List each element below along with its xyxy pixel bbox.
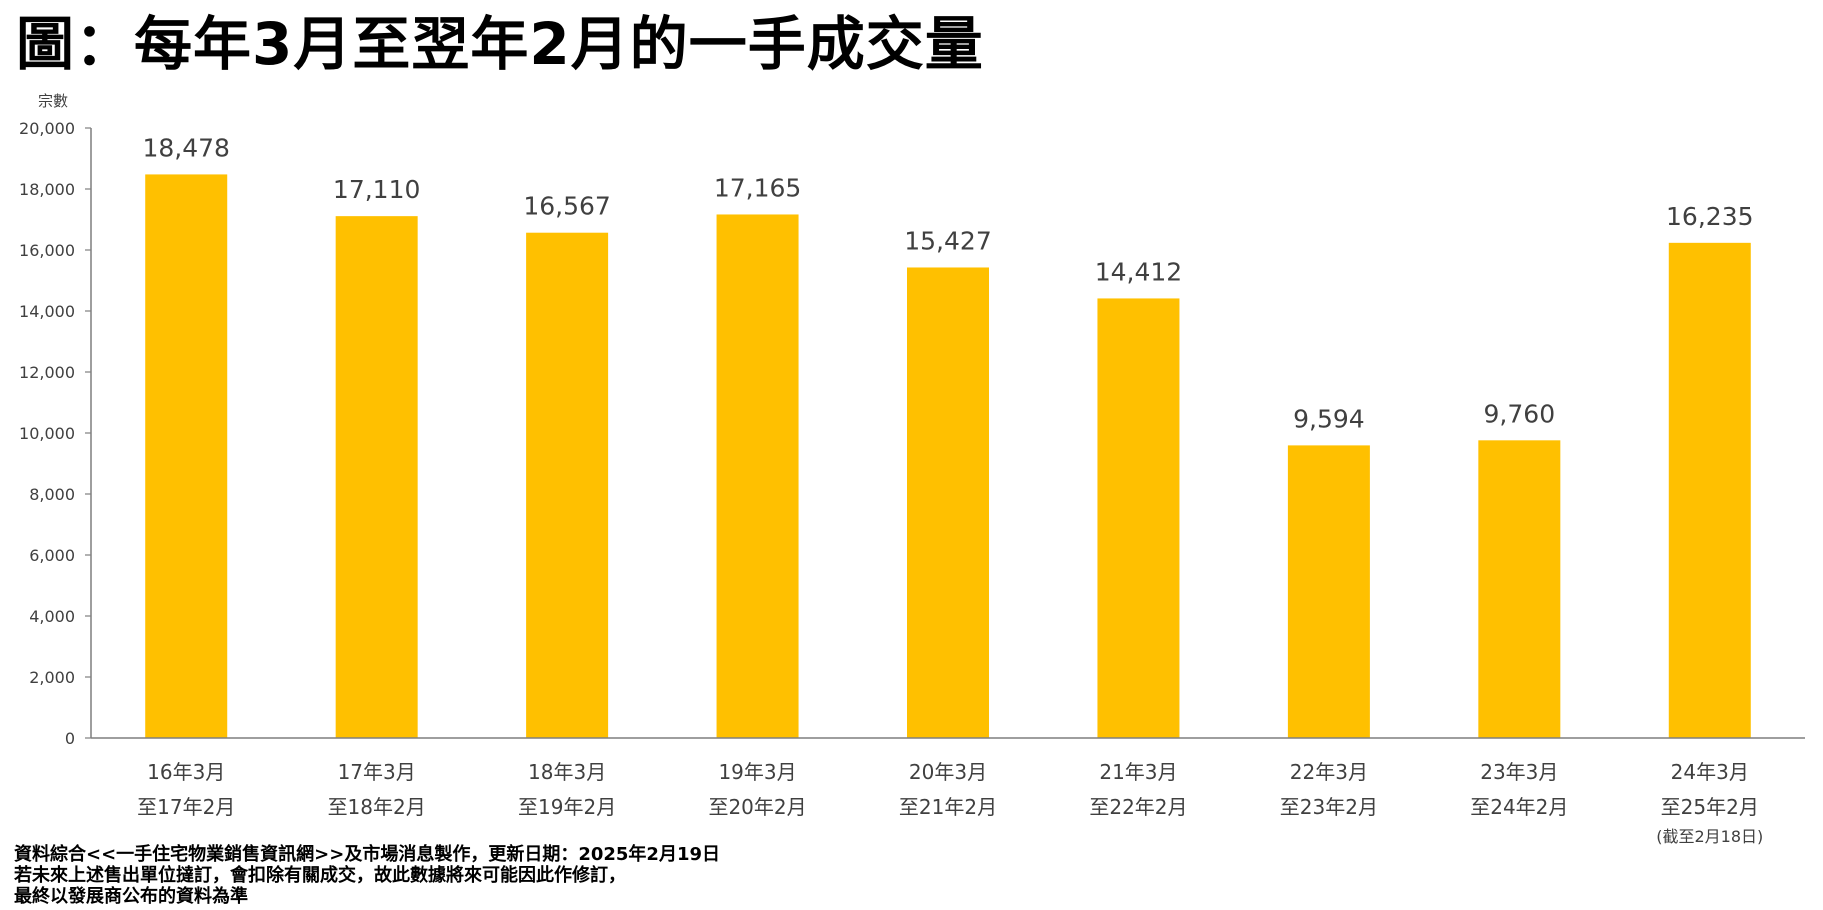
footnote-line-1: 資料綜合<<一手住宅物業銷售資訊網>>及市場消息製作，更新日期：2025年2月1… <box>14 844 720 865</box>
y-tick-label: 12,000 <box>19 363 75 382</box>
bar <box>526 232 609 739</box>
bar <box>145 174 228 738</box>
x-tick-label: 至21年2月 <box>899 795 997 819</box>
x-tick-label: 20年3月 <box>909 760 987 784</box>
x-tick-label: 至17年2月 <box>137 795 235 819</box>
x-tick-label: 22年3月 <box>1290 760 1368 784</box>
x-tick-label: 21年3月 <box>1099 760 1177 784</box>
x-tick-label: 至18年2月 <box>328 795 426 819</box>
x-tick-label: 至19年2月 <box>518 795 616 819</box>
x-tick-label: 至25年2月 <box>1661 795 1759 819</box>
data-label: 9,594 <box>1293 404 1365 433</box>
x-tick-label: 23年3月 <box>1480 760 1558 784</box>
x-tick-label: 至23年2月 <box>1280 795 1378 819</box>
data-label: 16,235 <box>1666 202 1753 231</box>
x-tick-note: (截至2月18日) <box>1656 827 1763 846</box>
data-label: 14,412 <box>1095 257 1182 286</box>
x-tick-label: 至20年2月 <box>708 795 806 819</box>
x-tick-label: 24年3月 <box>1671 760 1749 784</box>
y-axis-label: 宗數 <box>38 92 68 110</box>
y-tick-label: 16,000 <box>19 241 75 260</box>
y-tick-label: 14,000 <box>19 302 75 321</box>
bar <box>1668 242 1751 738</box>
x-tick-label: 至22年2月 <box>1089 795 1187 819</box>
y-tick-label: 6,000 <box>29 546 75 565</box>
footnote-line-2: 若未來上述售出單位撻訂，會扣除有關成交，故此數據將來可能因此作修訂， <box>14 865 626 886</box>
y-axis-ticks: 0 2,000 4,000 6,000 8,000 10,000 12,000 14,000 1… <box>19 119 91 748</box>
data-label: 9,760 <box>1484 399 1556 428</box>
x-tick-label: 19年3月 <box>718 760 796 784</box>
bar <box>1287 445 1370 738</box>
y-tick-label: 10,000 <box>19 424 75 443</box>
bar <box>907 267 989 738</box>
x-tick-label: 16年3月 <box>147 760 225 784</box>
bar <box>1478 440 1561 738</box>
bar <box>716 214 799 738</box>
x-tick-label: 18年3月 <box>528 760 606 784</box>
data-label: 16,567 <box>523 192 610 221</box>
data-label: 18,478 <box>142 133 229 162</box>
y-tick-label: 8,000 <box>29 485 75 504</box>
footnote-line-3: 最終以發展商公布的資料為準 <box>14 886 248 907</box>
bars <box>145 174 1751 739</box>
bar <box>335 216 418 738</box>
y-tick-label: 20,000 <box>19 119 75 138</box>
footnote: 資料綜合<<一手住宅物業銷售資訊網>>及市場消息製作，更新日期：2025年2月1… <box>14 844 720 907</box>
y-tick-label: 4,000 <box>29 607 75 626</box>
data-label: 15,427 <box>904 226 991 255</box>
data-label: 17,165 <box>714 173 801 202</box>
data-labels: 18,478 17,110 16,567 17,165 15,427 14,412 9,59… <box>142 133 1753 433</box>
x-tick-label: 17年3月 <box>338 760 416 784</box>
y-tick-label: 18,000 <box>19 180 75 199</box>
bar <box>1097 298 1180 738</box>
chart-title: 圖：每年3月至翌年2月的一手成交量 <box>16 10 984 78</box>
x-tick-label: 至24年2月 <box>1470 795 1568 819</box>
y-tick-label: 2,000 <box>29 668 75 687</box>
data-label: 17,110 <box>333 175 420 204</box>
y-tick-label: 0 <box>65 729 75 748</box>
